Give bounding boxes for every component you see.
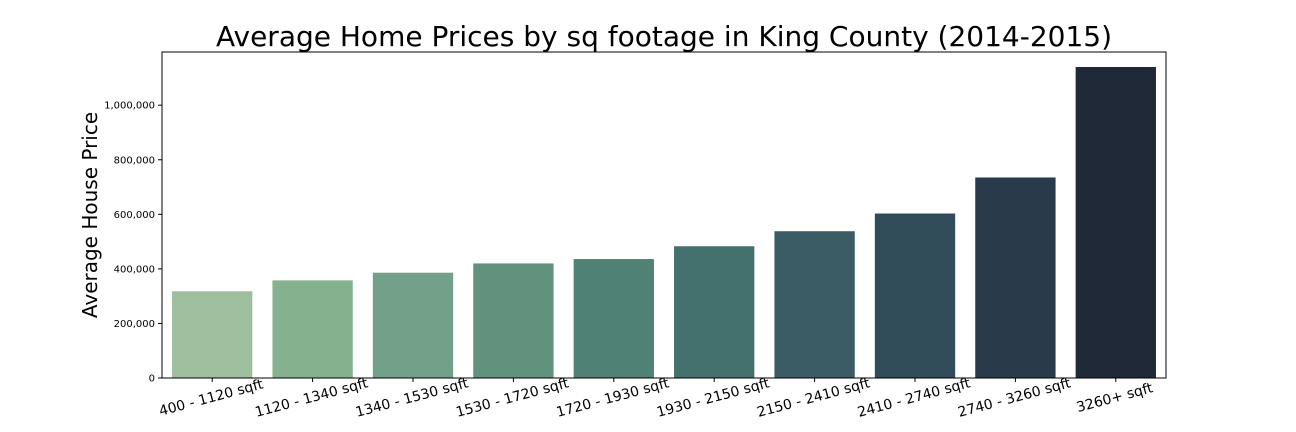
bar-1	[172, 291, 253, 378]
x-tick-label: 1930 - 2150 sqft	[655, 375, 772, 421]
y-tick-label: 800,000	[114, 155, 155, 166]
bar-7	[774, 231, 855, 378]
x-tick-label: 2410 - 2740 sqft	[856, 375, 973, 421]
bar-5	[573, 259, 654, 378]
bar-4	[473, 263, 554, 378]
x-tick-label: 2740 - 3260 sqft	[956, 375, 1073, 421]
x-tick-label: 1340 - 1530 sqft	[354, 375, 471, 421]
y-tick-label: 600,000	[114, 210, 155, 221]
bar-8	[874, 213, 956, 378]
x-tick-label: 1120 - 1340 sqft	[253, 375, 370, 421]
x-tick-label: 3260+ sqft	[1075, 380, 1155, 416]
bars-group	[172, 67, 1156, 378]
y-tick-label: 400,000	[114, 264, 155, 275]
y-tick-label: 1,000,000	[104, 101, 155, 112]
y-axis-ticks: 0 200,000 400,000 600,000 800,000 1,000,000	[104, 101, 162, 385]
y-axis-label: Average House Price	[78, 112, 102, 318]
bar-10	[1075, 67, 1156, 378]
bar-6	[674, 246, 755, 378]
plot-area-frame	[161, 51, 1167, 379]
chart-title: Average Home Prices by sq footage in Kin…	[216, 20, 1112, 53]
bar-2	[272, 280, 353, 378]
x-tick-label: 1530 - 1720 sqft	[454, 375, 571, 421]
bar-9	[975, 177, 1056, 378]
x-tick-label: 400 - 1120 sqft	[157, 376, 265, 419]
y-tick-label: 200,000	[114, 319, 155, 330]
x-tick-label: 2150 - 2410 sqft	[755, 375, 872, 421]
bar-3	[372, 272, 454, 378]
y-tick-label: 0	[149, 374, 155, 385]
x-tick-label: 1720 - 1930 sqft	[555, 375, 672, 421]
